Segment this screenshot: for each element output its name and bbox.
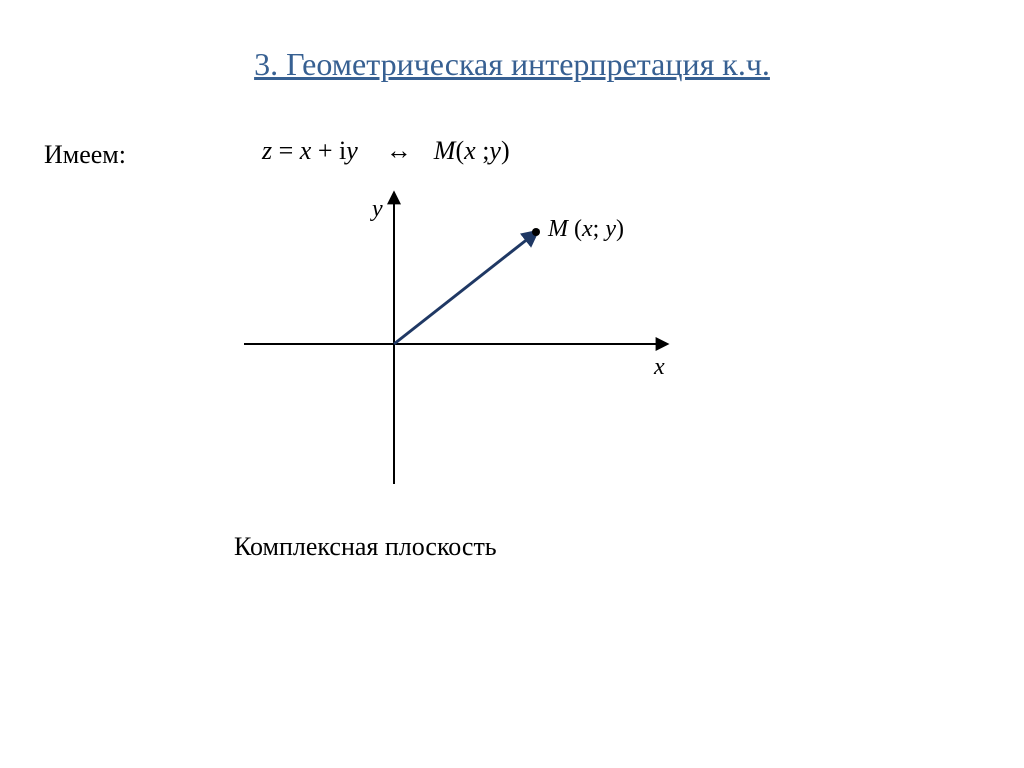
title-text: 3. Геометрическая интерпретация к.ч. (254, 46, 770, 82)
caption: Комплексная плоскость (234, 532, 497, 562)
complex-plane-diagram: x y M (x; y) (224, 184, 734, 504)
point-m-sep: ; (593, 216, 606, 242)
formula-x: x (300, 136, 312, 165)
formula-open: ( (455, 136, 464, 165)
slide: 3. Геометрическая интерпретация к.ч. Име… (0, 0, 1024, 768)
formula-sep: ; (476, 136, 490, 165)
diagram-svg: x y M (x; y) (224, 184, 734, 504)
point-m-open: ( (574, 216, 582, 242)
formula: z = x + iy↔M(x ;y) (262, 136, 510, 166)
formula-arrow: ↔ (386, 136, 412, 165)
point-m (532, 228, 540, 236)
vector (394, 234, 534, 344)
y-axis-label: y (370, 196, 383, 222)
point-m-prefix: M (547, 216, 574, 242)
formula-xs: x (464, 136, 476, 165)
formula-close: ) (501, 136, 510, 165)
point-m-y: y (603, 216, 616, 242)
formula-ys: y (489, 136, 501, 165)
x-axis-label: x (653, 354, 665, 380)
intro-label: Имеем: (44, 140, 126, 170)
slide-title: 3. Геометрическая интерпретация к.ч. (0, 46, 1024, 83)
point-m-label: M (x; y) (547, 216, 624, 242)
formula-z: z (262, 136, 272, 165)
formula-eq: = (272, 136, 300, 165)
formula-plus: + (311, 136, 339, 165)
point-m-close: ) (616, 216, 624, 242)
formula-y: y (346, 136, 358, 165)
formula-M: M (434, 136, 456, 165)
point-m-x: x (581, 216, 593, 242)
